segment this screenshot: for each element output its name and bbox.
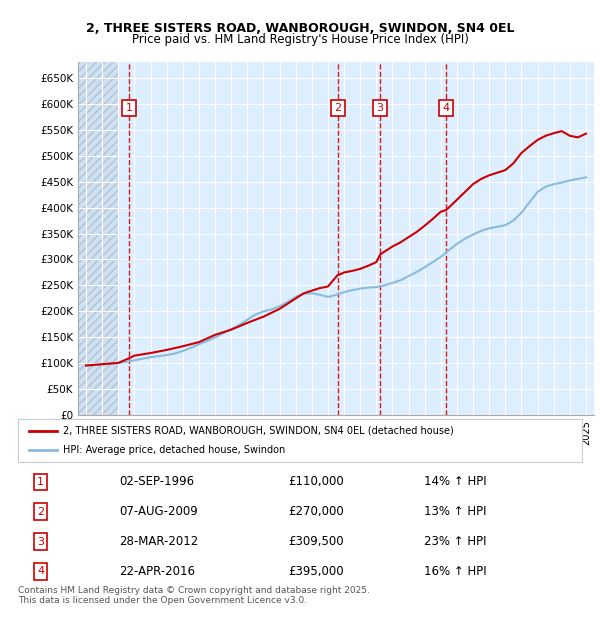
Text: 3: 3 <box>37 536 44 546</box>
Text: 1: 1 <box>37 477 44 487</box>
Text: Price paid vs. HM Land Registry's House Price Index (HPI): Price paid vs. HM Land Registry's House … <box>131 33 469 46</box>
Text: 2, THREE SISTERS ROAD, WANBOROUGH, SWINDON, SN4 0EL: 2, THREE SISTERS ROAD, WANBOROUGH, SWIND… <box>86 22 514 35</box>
Text: 14% ↑ HPI: 14% ↑ HPI <box>424 476 487 489</box>
Text: 07-AUG-2009: 07-AUG-2009 <box>119 505 198 518</box>
Text: 22-APR-2016: 22-APR-2016 <box>119 565 196 578</box>
Text: 02-SEP-1996: 02-SEP-1996 <box>119 476 194 489</box>
Text: 2, THREE SISTERS ROAD, WANBOROUGH, SWINDON, SN4 0EL (detached house): 2, THREE SISTERS ROAD, WANBOROUGH, SWIND… <box>63 426 454 436</box>
Text: Contains HM Land Registry data © Crown copyright and database right 2025.
This d: Contains HM Land Registry data © Crown c… <box>18 586 370 605</box>
Text: £309,500: £309,500 <box>289 535 344 548</box>
Text: 3: 3 <box>377 103 383 113</box>
Text: 13% ↑ HPI: 13% ↑ HPI <box>424 505 487 518</box>
Text: 28-MAR-2012: 28-MAR-2012 <box>119 535 199 548</box>
Text: £270,000: £270,000 <box>289 505 344 518</box>
Text: £395,000: £395,000 <box>289 565 344 578</box>
Text: 2: 2 <box>334 103 341 113</box>
Text: 2: 2 <box>37 507 44 516</box>
Bar <box>78 62 118 415</box>
Text: 4: 4 <box>37 566 44 577</box>
Text: HPI: Average price, detached house, Swindon: HPI: Average price, detached house, Swin… <box>63 445 286 454</box>
Text: 16% ↑ HPI: 16% ↑ HPI <box>424 565 487 578</box>
Text: 4: 4 <box>442 103 449 113</box>
Text: 1: 1 <box>125 103 133 113</box>
Text: £110,000: £110,000 <box>289 476 344 489</box>
Text: 23% ↑ HPI: 23% ↑ HPI <box>424 535 487 548</box>
